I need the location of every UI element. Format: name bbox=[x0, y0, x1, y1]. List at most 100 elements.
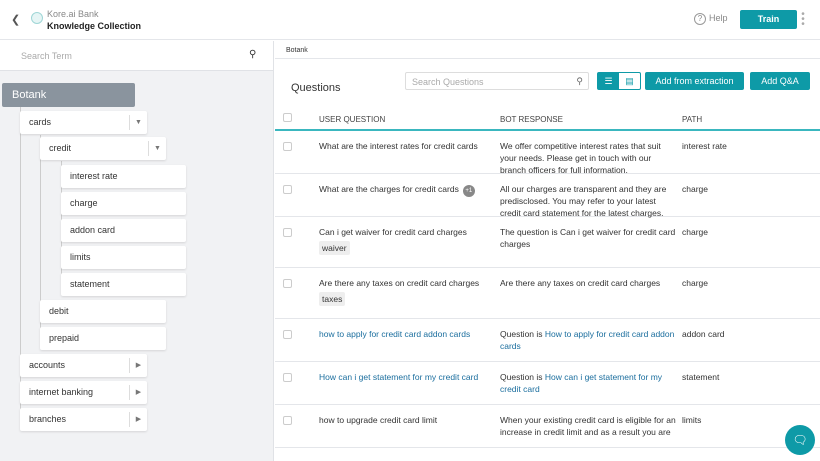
tree-node-cards[interactable]: cards ▼ bbox=[20, 111, 147, 134]
row-checkbox[interactable] bbox=[283, 279, 292, 288]
user-question[interactable]: What are the charges for credit cards bbox=[319, 184, 459, 194]
user-question-cell: Are there any taxes on credit card charg… bbox=[319, 277, 489, 306]
caret-down-icon[interactable]: ▼ bbox=[129, 115, 147, 130]
more-options-icon[interactable]: • • • bbox=[801, 9, 805, 30]
list-view-icon[interactable]: ▤ bbox=[625, 76, 634, 86]
row-checkbox-cell bbox=[283, 373, 292, 385]
node-label: internet banking bbox=[29, 387, 94, 397]
caret-right-icon[interactable]: ▶ bbox=[129, 412, 147, 427]
column-bot-response: BOT RESPONSE bbox=[500, 115, 563, 124]
caret-right-icon[interactable]: ▶ bbox=[129, 358, 147, 373]
divider bbox=[275, 58, 820, 59]
select-all-checkbox[interactable] bbox=[283, 113, 292, 122]
bot-logo-icon bbox=[31, 12, 43, 24]
path-cell: addon card bbox=[682, 329, 725, 339]
row-checkbox-cell bbox=[283, 228, 292, 240]
user-question[interactable]: how to upgrade credit card limit bbox=[319, 415, 438, 425]
response-link[interactable]: How to apply for credit card addon cards bbox=[500, 329, 675, 351]
row-checkbox[interactable] bbox=[283, 185, 292, 194]
tree-line bbox=[40, 135, 41, 346]
caret-down-icon[interactable]: ▼ bbox=[148, 141, 166, 156]
row-checkbox[interactable] bbox=[283, 416, 292, 425]
add-qa-button[interactable]: Add Q&A bbox=[750, 72, 810, 90]
page-title: Knowledge Collection bbox=[47, 21, 142, 31]
bot-name: Kore.ai Bank bbox=[47, 9, 99, 19]
search-icon[interactable]: ⚲ bbox=[576, 76, 583, 86]
user-question[interactable]: How can i get statement for my credit ca… bbox=[319, 372, 479, 382]
qa-table-body: What are the interest rates for credit c… bbox=[275, 131, 820, 448]
table-row[interactable]: how to apply for credit card addon cards… bbox=[275, 319, 820, 362]
tree-node-charge[interactable]: charge bbox=[61, 192, 186, 215]
table-row[interactable]: What are the interest rates for credit c… bbox=[275, 131, 820, 175]
alternate-count-badge[interactable]: +1 bbox=[462, 185, 475, 197]
response-link[interactable]: How can i get statement for my credit ca… bbox=[500, 372, 663, 394]
row-checkbox-cell bbox=[283, 185, 292, 197]
bot-response-cell: Question is How can i get statement for … bbox=[500, 372, 663, 394]
bot-response-cell: Are there any taxes on credit card charg… bbox=[500, 278, 661, 288]
user-question[interactable]: Are there any taxes on credit card charg… bbox=[319, 278, 480, 288]
user-question-cell: Can i get waiver for credit card charges… bbox=[319, 226, 489, 255]
tree-node-limits[interactable]: limits bbox=[61, 246, 186, 269]
chevron-left-icon[interactable]: ❮ bbox=[11, 14, 21, 26]
top-header: ❮ Kore.ai Bank Knowledge Collection ? Hel… bbox=[0, 0, 820, 40]
path-cell: limits bbox=[682, 415, 702, 425]
user-question[interactable]: how to apply for credit card addon cards bbox=[319, 329, 471, 339]
user-question-cell: How can i get statement for my credit ca… bbox=[319, 371, 489, 383]
tree-node-debit[interactable]: debit bbox=[40, 300, 166, 323]
node-label: accounts bbox=[29, 360, 66, 370]
table-row[interactable]: How can i get statement for my credit ca… bbox=[275, 362, 820, 405]
node-label: cards bbox=[29, 117, 52, 127]
tree-node-prepaid[interactable]: prepaid bbox=[40, 327, 166, 350]
tree-node-credit[interactable]: credit ▼ bbox=[40, 137, 166, 160]
tree-node-interest-rate[interactable]: interest rate bbox=[61, 165, 186, 188]
bot-response-cell: When your existing credit card is eligib… bbox=[500, 415, 676, 437]
table-row[interactable]: Can i get waiver for credit card charges… bbox=[275, 217, 820, 268]
breadcrumb[interactable]: Botank bbox=[286, 47, 308, 54]
table-row[interactable]: Are there any taxes on credit card charg… bbox=[275, 268, 820, 319]
row-checkbox-cell bbox=[283, 279, 292, 291]
search-icon[interactable]: ⚲ bbox=[249, 49, 257, 60]
tree-line bbox=[20, 107, 21, 420]
term-search[interactable]: Search Term ⚲ bbox=[0, 41, 273, 71]
term-search-input[interactable]: Search Term bbox=[21, 51, 72, 61]
help-link[interactable]: ? Help bbox=[694, 13, 728, 25]
tree-panel: Search Term ⚲ Botank cards ▼ credit ▼ inte… bbox=[0, 41, 274, 461]
tree-root-botank[interactable]: Botank bbox=[2, 83, 135, 107]
bot-response-cell: Question is How to apply for credit card… bbox=[500, 329, 675, 351]
question-search[interactable]: Search Questions ⚲ bbox=[405, 72, 589, 90]
chat-icon[interactable]: 🗨 bbox=[785, 425, 815, 455]
tree-view-icon[interactable]: ☰ bbox=[598, 73, 619, 89]
table-header: USER QUESTION BOT RESPONSE PATH bbox=[275, 113, 820, 131]
question-search-input[interactable]: Search Questions bbox=[412, 77, 484, 87]
tree-node-statement[interactable]: statement bbox=[61, 273, 186, 296]
help-icon: ? bbox=[694, 13, 706, 25]
table-row[interactable]: how to upgrade credit card limit When you… bbox=[275, 405, 820, 448]
row-checkbox[interactable] bbox=[283, 330, 292, 339]
caret-right-icon[interactable]: ▶ bbox=[129, 385, 147, 400]
node-label: credit bbox=[49, 143, 72, 153]
user-question-cell: how to apply for credit card addon cards bbox=[319, 328, 489, 340]
user-question[interactable]: What are the interest rates for credit c… bbox=[319, 141, 478, 151]
row-checkbox[interactable] bbox=[283, 373, 292, 382]
tree-node-internet-banking[interactable]: internet banking ▶ bbox=[20, 381, 147, 404]
user-question[interactable]: Can i get waiver for credit card charges bbox=[319, 227, 467, 237]
row-checkbox[interactable] bbox=[283, 142, 292, 151]
user-question-cell: how to upgrade credit card limit bbox=[319, 414, 489, 426]
questions-panel: Botank Questions Search Questions ⚲ ☰ ▤ … bbox=[275, 41, 820, 461]
column-user-question: USER QUESTION bbox=[319, 115, 386, 124]
bot-response-cell: All our charges are transparent and they… bbox=[500, 184, 667, 218]
row-checkbox[interactable] bbox=[283, 228, 292, 237]
view-toggle[interactable]: ☰ ▤ bbox=[597, 72, 641, 90]
train-button[interactable]: Train bbox=[740, 10, 797, 29]
user-question-cell: What are the interest rates for credit c… bbox=[319, 140, 489, 152]
tag-chip: waiver bbox=[319, 241, 350, 255]
tree-node-accounts[interactable]: accounts ▶ bbox=[20, 354, 147, 377]
table-row[interactable]: What are the charges for credit cards +1 A… bbox=[275, 174, 820, 218]
tree-node-addon-card[interactable]: addon card bbox=[61, 219, 186, 242]
tree-node-branches[interactable]: branches ▶ bbox=[20, 408, 147, 431]
user-question-cell: What are the charges for credit cards +1 bbox=[319, 183, 489, 197]
path-cell: charge bbox=[682, 227, 708, 237]
help-label: Help bbox=[709, 13, 728, 23]
add-from-extraction-button[interactable]: Add from extraction bbox=[645, 72, 744, 90]
path-cell: interest rate bbox=[682, 141, 727, 151]
